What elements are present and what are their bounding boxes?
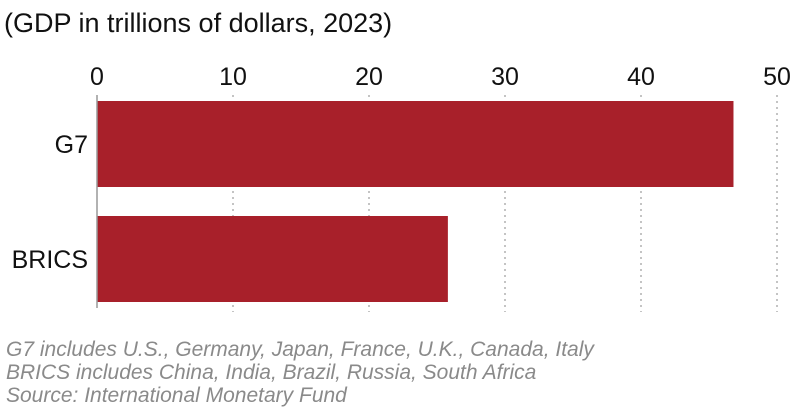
note-source: Source: International Monetary Fund [6, 384, 347, 407]
bar-g7 [97, 101, 734, 187]
category-label: BRICS [12, 246, 88, 274]
x-tick-label: 20 [355, 63, 383, 91]
note-brics: BRICS includes China, India, Brazil, Rus… [6, 361, 537, 384]
x-tick-label: 40 [627, 63, 655, 91]
bar-chart: 0 10 20 30 40 50 G7 BRICS [12, 63, 791, 312]
chart-subtitle: (GDP in trillions of dollars, 2023) [4, 8, 393, 38]
x-tick-label: 0 [90, 63, 104, 91]
x-tick-label: 30 [491, 63, 519, 91]
x-tick-label: 10 [219, 63, 247, 91]
bar-brics [97, 216, 448, 302]
chart-notes: G7 includes U.S., Germany, Japan, France… [6, 338, 594, 407]
category-label: G7 [55, 131, 88, 159]
note-g7: G7 includes U.S., Germany, Japan, France… [6, 338, 594, 361]
x-tick-label: 50 [763, 63, 791, 91]
